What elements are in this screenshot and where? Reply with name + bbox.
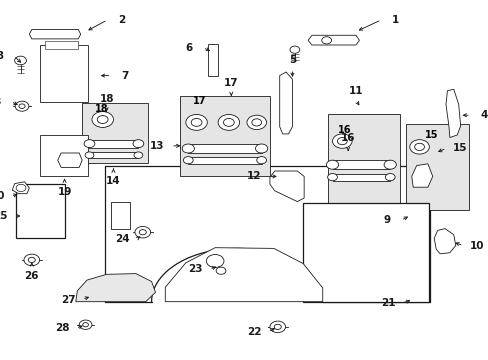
Circle shape: [19, 104, 25, 108]
Bar: [332, 174, 389, 181]
Bar: [45, 41, 78, 49]
Circle shape: [216, 267, 225, 274]
Bar: [180, 96, 270, 176]
Circle shape: [28, 257, 35, 262]
Text: 3: 3: [0, 51, 3, 61]
Circle shape: [133, 140, 143, 148]
Circle shape: [139, 230, 146, 235]
Circle shape: [255, 144, 267, 153]
Circle shape: [97, 116, 108, 123]
Polygon shape: [279, 72, 292, 134]
Text: 11: 11: [348, 86, 363, 96]
Bar: [207, 44, 217, 76]
Circle shape: [206, 255, 224, 267]
Bar: [16, 184, 64, 238]
Bar: [188, 144, 261, 153]
Circle shape: [24, 254, 40, 266]
Text: 1: 1: [391, 15, 398, 25]
Text: 15: 15: [452, 143, 467, 153]
Text: 16: 16: [338, 125, 351, 135]
Circle shape: [15, 56, 26, 65]
Polygon shape: [269, 171, 304, 202]
Circle shape: [191, 118, 202, 126]
Circle shape: [185, 114, 207, 130]
Circle shape: [135, 226, 150, 238]
Text: 4: 4: [480, 110, 488, 120]
Bar: [111, 202, 130, 229]
Polygon shape: [307, 35, 359, 45]
Text: 25: 25: [0, 211, 7, 221]
Circle shape: [326, 160, 338, 169]
Bar: [405, 124, 468, 210]
Circle shape: [414, 143, 424, 150]
Polygon shape: [76, 274, 155, 302]
Circle shape: [337, 138, 346, 145]
Text: 9: 9: [383, 215, 390, 225]
Circle shape: [16, 184, 26, 192]
Bar: [89, 152, 138, 158]
Text: 18: 18: [99, 94, 114, 104]
Text: 22: 22: [246, 327, 261, 337]
Circle shape: [332, 134, 351, 148]
Circle shape: [223, 118, 234, 126]
Circle shape: [321, 37, 331, 44]
Polygon shape: [165, 248, 322, 302]
Text: 14: 14: [106, 176, 121, 186]
Bar: [332, 160, 389, 169]
Circle shape: [82, 323, 88, 327]
Polygon shape: [12, 182, 29, 194]
Text: 13: 13: [150, 141, 164, 151]
Bar: [303, 203, 428, 302]
Circle shape: [274, 324, 281, 329]
Circle shape: [218, 114, 239, 130]
Bar: [89, 140, 138, 148]
Text: 21: 21: [380, 298, 395, 308]
Text: 23: 23: [188, 264, 203, 274]
Circle shape: [84, 140, 95, 148]
Circle shape: [384, 160, 396, 169]
Circle shape: [85, 152, 94, 158]
Text: 27: 27: [61, 294, 76, 305]
Text: 2: 2: [118, 15, 124, 25]
Circle shape: [251, 119, 261, 126]
Text: 6: 6: [185, 42, 192, 53]
Circle shape: [134, 152, 142, 158]
Text: 10: 10: [469, 240, 484, 251]
Text: 20: 20: [0, 191, 4, 201]
Polygon shape: [58, 153, 82, 167]
Text: 12: 12: [246, 171, 261, 181]
Bar: [82, 103, 148, 163]
Circle shape: [289, 46, 299, 53]
Text: 26: 26: [24, 271, 39, 281]
Circle shape: [246, 115, 266, 130]
Polygon shape: [29, 30, 81, 39]
Polygon shape: [445, 89, 460, 138]
Bar: [327, 114, 399, 210]
Text: 7: 7: [121, 71, 129, 81]
Circle shape: [269, 321, 285, 333]
Text: 17: 17: [193, 96, 206, 106]
Text: 24: 24: [115, 234, 129, 244]
Text: 19: 19: [57, 187, 72, 197]
Text: 17: 17: [224, 78, 238, 88]
Circle shape: [92, 112, 113, 127]
Circle shape: [182, 144, 194, 153]
Circle shape: [327, 174, 337, 181]
Polygon shape: [433, 229, 455, 254]
Circle shape: [256, 157, 266, 164]
Text: 16: 16: [340, 133, 355, 143]
Circle shape: [409, 140, 428, 154]
Bar: [188, 157, 261, 164]
Circle shape: [183, 157, 193, 164]
Circle shape: [15, 101, 29, 111]
Bar: [40, 135, 88, 176]
Text: 18: 18: [95, 104, 109, 114]
Bar: [40, 45, 88, 102]
Text: 15: 15: [425, 130, 438, 140]
Text: 28: 28: [55, 323, 69, 333]
Polygon shape: [411, 164, 432, 187]
Circle shape: [79, 320, 92, 329]
Circle shape: [385, 174, 394, 181]
Text: 5: 5: [288, 55, 295, 65]
